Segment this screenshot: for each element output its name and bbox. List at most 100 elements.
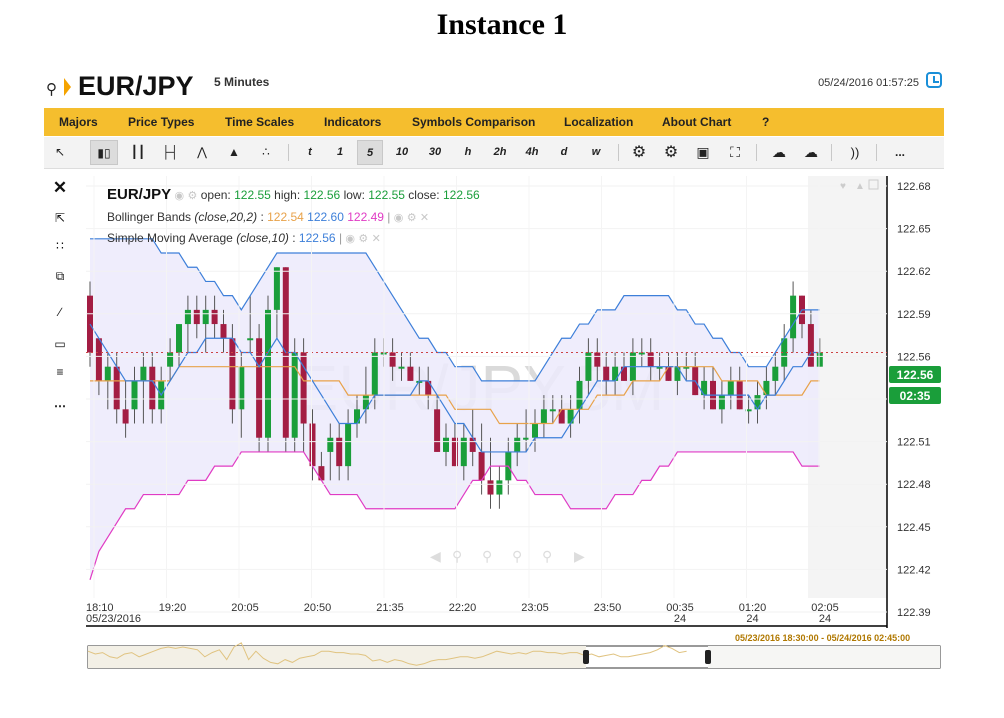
gear-icon[interactable]: ⚙: [187, 190, 198, 202]
candle-body: [211, 309, 218, 325]
candle-body: [247, 338, 254, 341]
camera-icon[interactable]: ▣: [696, 144, 710, 160]
timeframe-1h[interactable]: h: [464, 146, 472, 158]
rectangle-icon[interactable]: ▭: [54, 337, 66, 351]
search-icon[interactable]: ⚲: [46, 81, 57, 98]
candle-body: [585, 352, 592, 381]
timeframe-week[interactable]: w: [591, 146, 601, 158]
timeframe-10m[interactable]: 10: [395, 146, 409, 158]
chart-settings-gear-icon[interactable]: ⚙: [663, 144, 679, 161]
trash-icon[interactable]: ▲: [855, 181, 865, 192]
y-tick-label: 122.45: [897, 522, 931, 534]
menu-price-types[interactable]: Price Types: [128, 115, 195, 129]
zoom-reset-icon[interactable]: ⚲: [482, 548, 492, 564]
line-chart-icon[interactable]: ⋀: [197, 145, 207, 159]
zoom-in-icon[interactable]: ⚲: [452, 548, 462, 564]
timeframe-day[interactable]: d: [560, 146, 568, 158]
x-tick-label: 20:05: [231, 602, 259, 614]
candle-body: [202, 309, 209, 325]
audio-icon[interactable]: )): [850, 145, 860, 160]
area-chart-icon[interactable]: ▲: [228, 145, 240, 159]
scroll-right-icon[interactable]: ▶: [574, 548, 585, 564]
toolbar-separator: [876, 144, 877, 161]
close-icon[interactable]: ✕: [52, 178, 68, 197]
maximize-icon[interactable]: [868, 179, 879, 190]
candle-body: [167, 352, 174, 367]
symbol-name[interactable]: EUR/JPY: [78, 71, 194, 101]
menu-time-scales[interactable]: Time Scales: [225, 115, 295, 129]
indicator-lines: [86, 238, 887, 580]
candle-body: [345, 423, 352, 467]
toolbar: ↖ ▮▯ ┃┃ ├┤ ⋀ ▲ ∴ t 1 5 10 30 h 2h 4h d w…: [44, 137, 944, 169]
menu-majors[interactable]: Majors: [59, 115, 98, 129]
candle-body: [398, 366, 405, 369]
clone-icon[interactable]: ⧉: [55, 269, 65, 283]
remove-icon[interactable]: ✕: [419, 212, 430, 224]
dot-chart-icon[interactable]: ∴: [262, 145, 270, 159]
timeframe-30m[interactable]: 30: [428, 146, 442, 158]
eye-icon[interactable]: ◉: [345, 233, 356, 245]
cloud-download-icon[interactable]: ☁: [804, 144, 818, 160]
candle-body: [318, 466, 325, 481]
menu-symbols-comparison[interactable]: Symbols Comparison: [412, 115, 536, 129]
cursor-icon[interactable]: ↖: [54, 145, 66, 159]
bb-lower-value: 122.49: [347, 210, 384, 224]
select-icon[interactable]: ⇱: [54, 211, 66, 225]
price-tags: 122.56 02:35: [889, 366, 941, 404]
x-tick-label: 02:05: [811, 602, 839, 614]
menu-localization[interactable]: Localization: [564, 115, 634, 129]
ohlc-icon[interactable]: ┃┃: [130, 145, 146, 159]
candle-body: [763, 380, 770, 396]
candle-body: [389, 352, 396, 367]
fullscreen-icon[interactable]: ⛶: [730, 144, 740, 160]
timeframe-4h[interactable]: 4h: [525, 146, 539, 158]
heart-icon[interactable]: ♥: [840, 181, 846, 192]
navigator[interactable]: [87, 642, 941, 669]
menu-help[interactable]: ?: [762, 115, 770, 129]
candle-body: [425, 380, 432, 396]
candle-body: [816, 352, 823, 367]
y-tick-label: 122.51: [897, 437, 931, 449]
cloud-upload-icon[interactable]: ☁: [772, 144, 786, 160]
x-tick-label: 20:50: [304, 602, 332, 614]
candle-body: [176, 324, 182, 353]
zoom-fit-icon[interactable]: ⚲: [542, 548, 552, 564]
candle-body: [674, 366, 681, 381]
remove-icon[interactable]: ✕: [371, 233, 381, 245]
timeframe-1m[interactable]: 1: [336, 146, 344, 158]
menu-about-chart[interactable]: About Chart: [662, 115, 732, 129]
timeframe-tick[interactable]: t: [308, 146, 312, 158]
legend-symbol: EUR/JPY: [107, 186, 172, 203]
timeframe-5m[interactable]: 5: [357, 140, 383, 165]
candlestick-icon[interactable]: ▮▯: [90, 140, 118, 165]
zoom-out-icon[interactable]: ⚲: [512, 548, 522, 564]
fib-icon[interactable]: ≡: [56, 365, 64, 379]
scroll-left-icon[interactable]: ◀: [430, 548, 441, 564]
candle-body: [460, 437, 467, 467]
clock-icon[interactable]: [926, 72, 942, 88]
legend-bollinger-row: Bollinger Bands (close,20,2) : 122.54 12…: [107, 210, 430, 224]
gear-icon[interactable]: ⚙: [406, 212, 417, 224]
eye-icon[interactable]: ◉: [174, 190, 185, 202]
more-tools-button[interactable]: ...: [894, 145, 905, 159]
menu-indicators[interactable]: Indicators: [324, 115, 382, 129]
bb-mid-value: 122.60: [307, 210, 344, 224]
timeframe-2h[interactable]: 2h: [493, 146, 507, 158]
multi-select-icon[interactable]: ∷: [56, 239, 64, 253]
symbol-menu-arrow-icon[interactable]: [64, 78, 71, 96]
trend-line-icon[interactable]: ∕: [58, 305, 61, 319]
gear-icon[interactable]: ⚙: [358, 233, 369, 245]
settings-gear-icon[interactable]: ⚙: [631, 144, 647, 161]
candle-body: [638, 352, 645, 355]
hlc-icon[interactable]: ├┤: [161, 145, 179, 159]
candle-body: [238, 366, 245, 410]
candle-body: [576, 380, 583, 410]
eye-icon[interactable]: ◉: [393, 212, 404, 224]
candle-body: [327, 437, 334, 452]
x-tick-date-label: 24: [819, 613, 831, 625]
countdown-tag: [889, 387, 941, 404]
candle-body: [184, 309, 191, 325]
more-icon[interactable]: ⋯: [54, 399, 66, 413]
close-value: 122.56: [443, 188, 480, 202]
